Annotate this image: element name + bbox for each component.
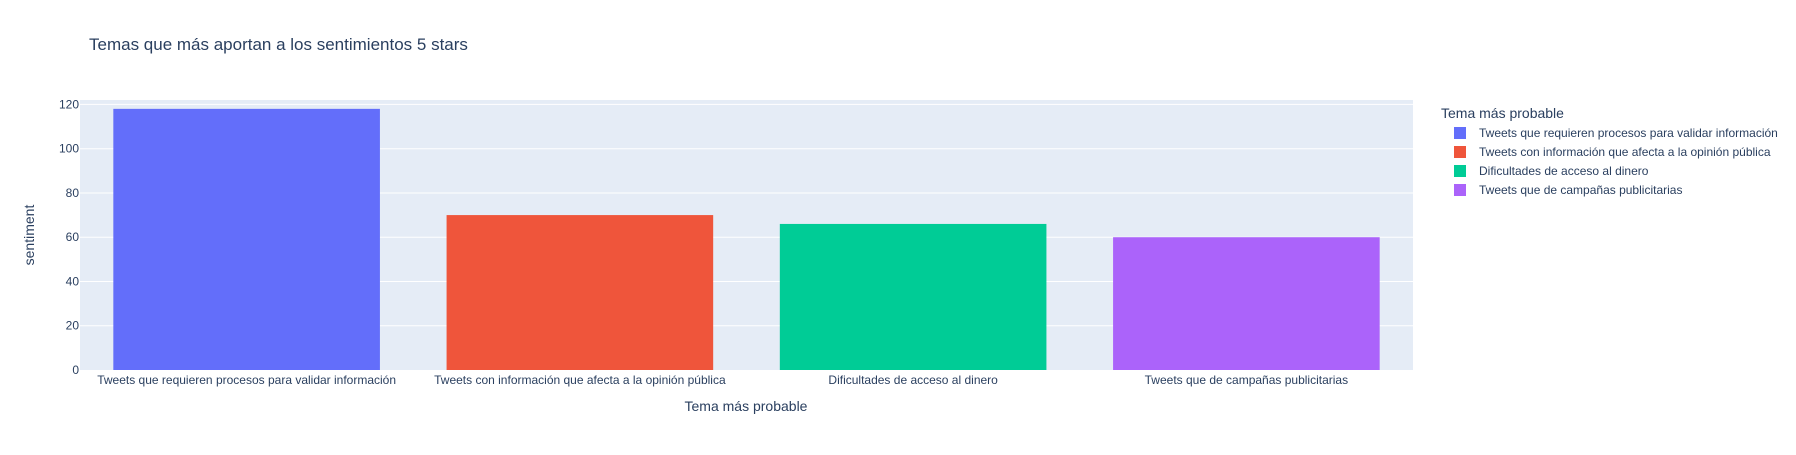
legend-title: Tema más probable <box>1441 105 1564 121</box>
x-tick-label: Tweets con información que afecta a la o… <box>434 373 726 387</box>
x-tick-label: Dificultades de acceso al dinero <box>828 373 998 387</box>
legend-label: Tweets que de campañas publicitarias <box>1479 183 1682 197</box>
bar <box>446 215 714 370</box>
bar <box>779 223 1047 370</box>
legend-label: Tweets con información que afecta a la o… <box>1479 145 1771 159</box>
y-tick-label: 60 <box>66 230 80 244</box>
y-axis-title: sentiment <box>21 205 37 266</box>
bar <box>1113 237 1380 370</box>
legend-swatch <box>1454 165 1466 177</box>
y-tick-labels: 0 20 40 60 80 100 120 <box>59 97 79 377</box>
bars <box>113 108 1380 370</box>
y-tick-label: 100 <box>59 142 79 156</box>
x-tick-labels: Tweets que requieren procesos para valid… <box>97 373 1348 387</box>
legend: Tema más probable Tweets que requieren p… <box>1441 105 1778 197</box>
y-tick-label: 120 <box>59 97 79 111</box>
x-tick-label: Tweets que requieren procesos para valid… <box>97 373 396 387</box>
legend-swatch <box>1454 184 1466 196</box>
legend-swatch <box>1454 146 1466 158</box>
y-tick-label: 0 <box>72 363 79 377</box>
bar <box>113 108 380 370</box>
legend-label: Tweets que requieren procesos para valid… <box>1479 126 1778 140</box>
x-tick-label: Tweets que de campañas publicitarias <box>1145 373 1348 387</box>
y-tick-label: 40 <box>66 274 80 288</box>
legend-label: Dificultades de acceso al dinero <box>1479 164 1649 178</box>
legend-swatch <box>1454 127 1466 139</box>
y-tick-label: 80 <box>66 186 80 200</box>
y-tick-label: 20 <box>66 319 80 333</box>
x-axis-title: Tema más probable <box>685 398 808 414</box>
chart-title: Temas que más aportan a los sentimientos… <box>89 35 468 54</box>
